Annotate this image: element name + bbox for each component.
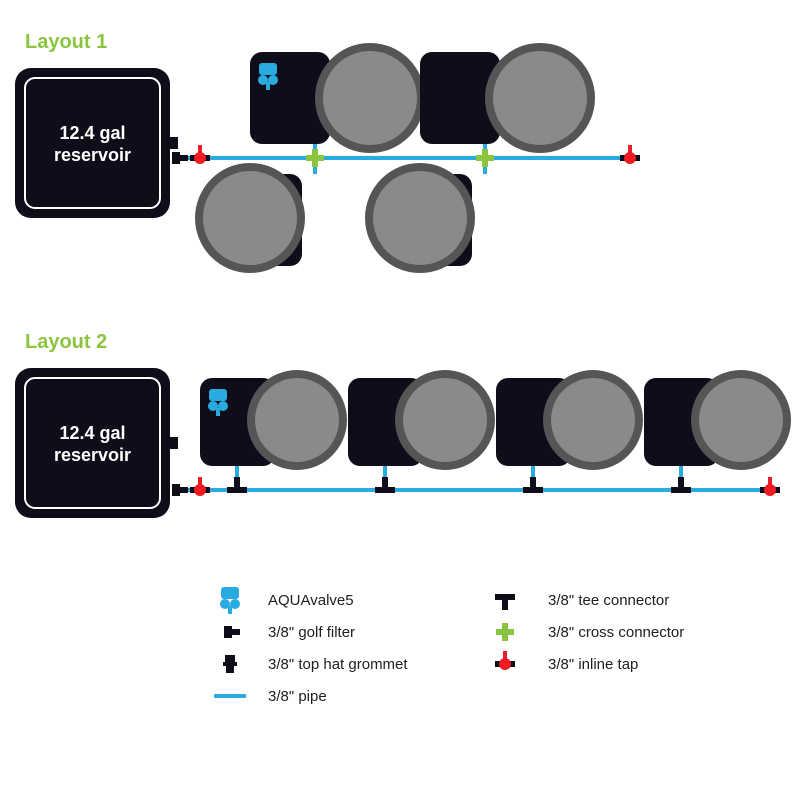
- legend-label: 3/8" inline tap: [548, 656, 638, 673]
- legend-label: AQUAvalve5: [268, 592, 354, 609]
- diagram-canvas: Layout 112.4 galreservoirLayout 212.4 ga…: [0, 0, 800, 800]
- legend-label: 3/8" golf filter: [268, 624, 355, 641]
- legend-label: 3/8" top hat grommet: [268, 656, 408, 673]
- svg-text:12.4 gal: 12.4 gal: [59, 423, 125, 443]
- svg-text:12.4 gal: 12.4 gal: [59, 123, 125, 143]
- legend-label: 3/8" tee connector: [548, 592, 669, 609]
- reservoir: [15, 68, 170, 218]
- svg-text:reservoir: reservoir: [54, 145, 131, 165]
- svg-text:reservoir: reservoir: [54, 445, 131, 465]
- layout1-title: Layout 1: [25, 31, 107, 53]
- legend-label: 3/8" cross connector: [548, 624, 684, 641]
- layout2-title: Layout 2: [25, 331, 107, 353]
- legend-label: 3/8" pipe: [268, 688, 327, 705]
- reservoir: [15, 368, 170, 518]
